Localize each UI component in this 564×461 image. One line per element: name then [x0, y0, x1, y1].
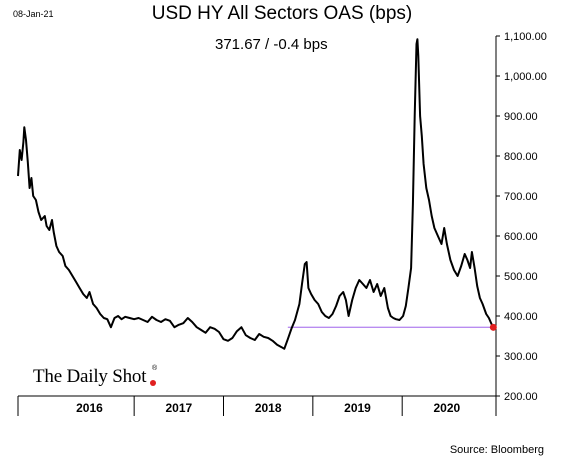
y-tick-label: 400.00 — [504, 311, 538, 323]
y-tick-label: 500.00 — [504, 271, 538, 283]
y-tick-label: 600.00 — [504, 231, 538, 243]
y-tick-labels: 200.00 300.00 400.00 500.00 600.00 700.00 800.… — [504, 31, 547, 403]
y-tick-label: 300.00 — [504, 351, 538, 363]
x-tick-label: 2019 — [344, 401, 371, 415]
daily-shot-logo: The Daily Shot — [33, 366, 147, 387]
x-tick-label: 2020 — [434, 401, 461, 415]
date-label: 08-Jan-21 — [13, 9, 54, 19]
current-value-label: 371.67 / -0.4 bps — [215, 36, 328, 53]
axes-layer — [17, 35, 500, 416]
y-tick-label: 700.00 — [504, 191, 538, 203]
y-tick-label: 1,100.00 — [504, 31, 547, 43]
last-value-marker — [489, 323, 497, 331]
x-tick-label: 2017 — [165, 401, 192, 415]
x-tick-label: 2016 — [76, 401, 103, 415]
chart-title: USD HY All Sectors OAS (bps) — [151, 3, 413, 24]
source-label: Source: Bloomberg — [449, 444, 544, 456]
y-tick-label: 200.00 — [504, 391, 538, 403]
logo-dot-icon — [150, 380, 156, 386]
y-tick-label: 800.00 — [504, 151, 538, 163]
y-tick-label: 900.00 — [504, 111, 538, 123]
y-tick-label: 1,000.00 — [504, 71, 547, 83]
oas-series-line — [17, 38, 495, 350]
x-tick-labels: 2016 2017 2018 2019 2020 — [76, 401, 460, 415]
logo-registered-mark: ® — [152, 365, 158, 372]
x-tick-label: 2018 — [255, 401, 282, 415]
